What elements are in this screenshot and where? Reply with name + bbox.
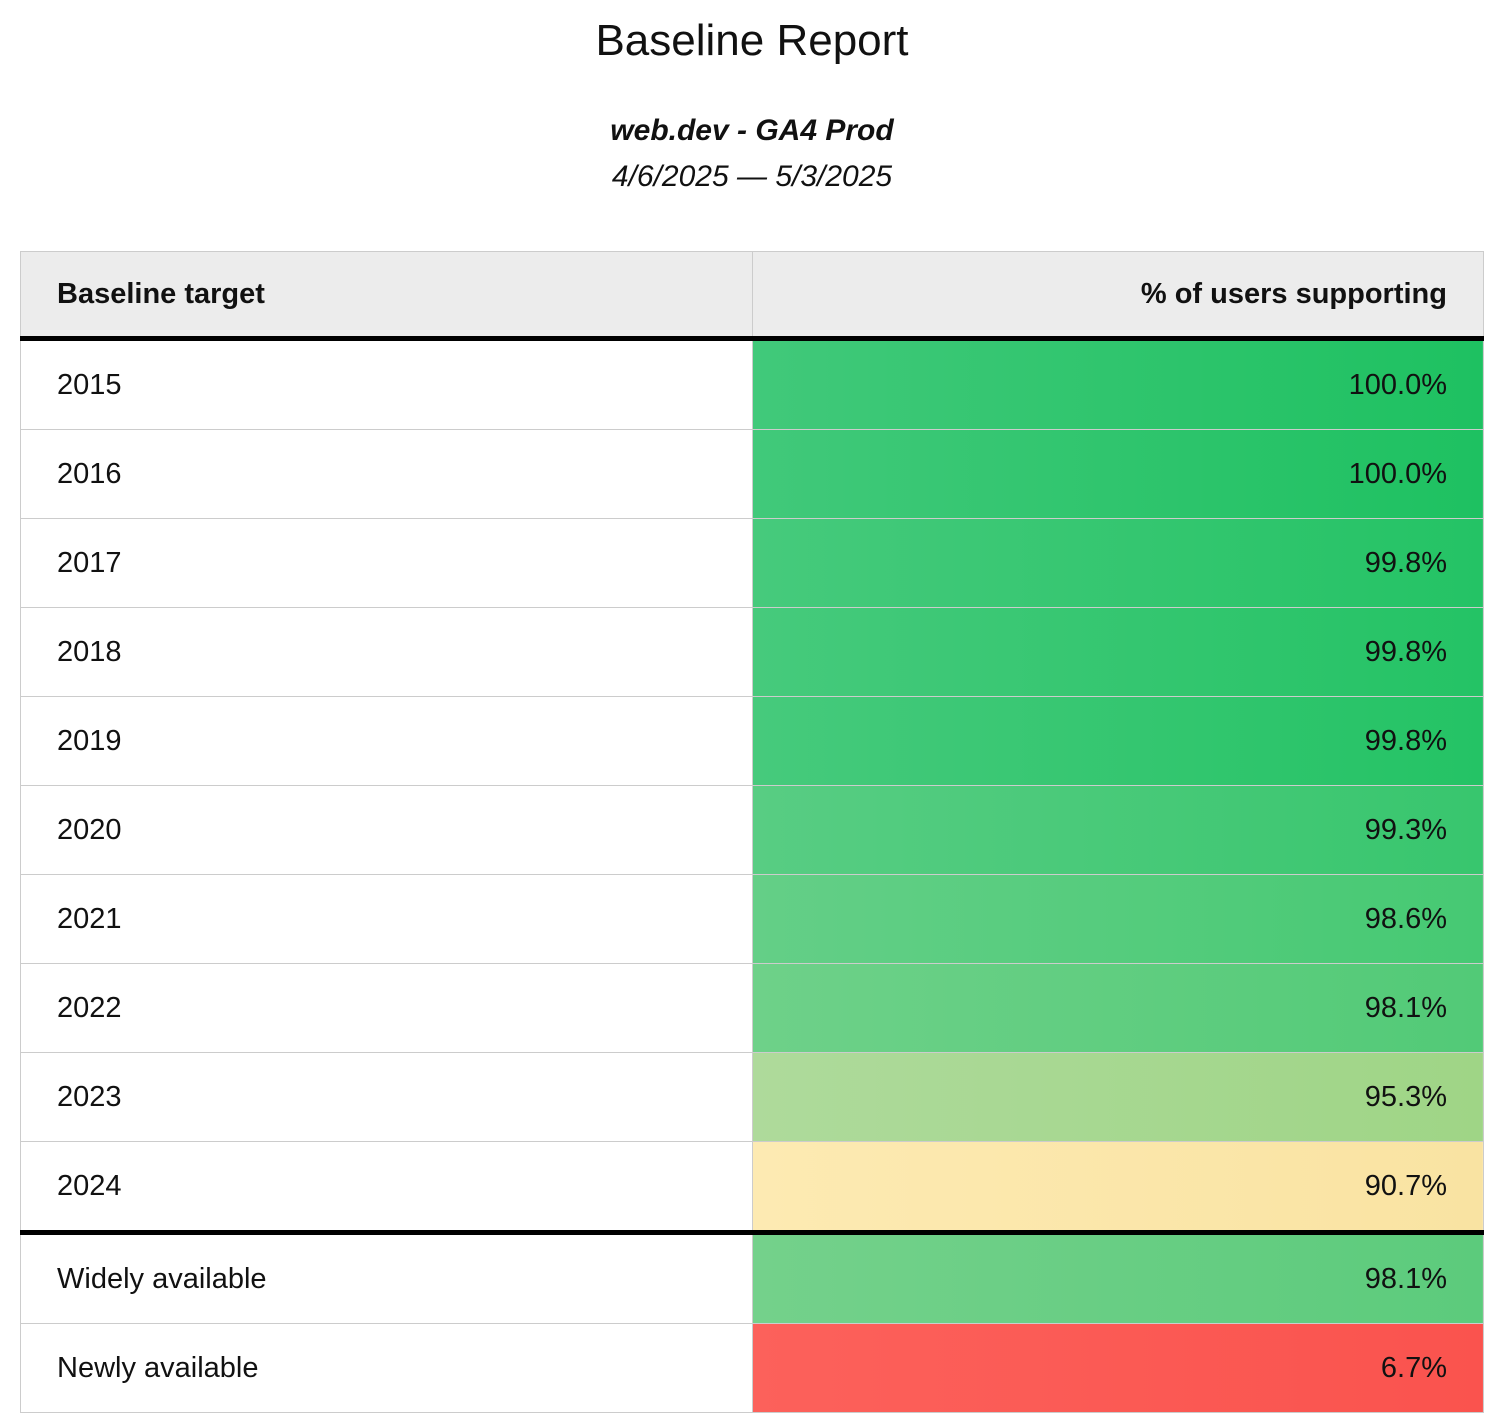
baseline-target-cell: 2017 — [20, 517, 752, 608]
table-row: 2020 99.3% — [20, 784, 1484, 875]
table-row: 2021 98.6% — [20, 873, 1484, 964]
baseline-target-cell: 2022 — [20, 962, 752, 1053]
baseline-target-cell: Widely available — [20, 1229, 752, 1324]
percent-supporting-cell: 90.7% — [751, 1140, 1484, 1233]
percent-supporting-cell: 95.3% — [751, 1051, 1484, 1142]
baseline-target-cell: 2016 — [20, 428, 752, 519]
percent-supporting-cell: 98.1% — [751, 1229, 1484, 1324]
column-header-baseline-target: Baseline target — [20, 251, 752, 341]
table-row: 2023 95.3% — [20, 1051, 1484, 1142]
percent-supporting-cell: 99.8% — [751, 695, 1484, 786]
table-header: Baseline target % of users supporting — [20, 251, 1484, 341]
baseline-target-cell: Newly available — [20, 1322, 752, 1413]
column-header-percent-supporting: % of users supporting — [751, 251, 1484, 341]
table-row: Widely available 98.1% — [20, 1229, 1484, 1324]
table-row: 2024 90.7% — [20, 1140, 1484, 1233]
percent-supporting-cell: 100.0% — [751, 428, 1484, 519]
table-row: 2019 99.8% — [20, 695, 1484, 786]
table-header-row: Baseline target % of users supporting — [20, 251, 1484, 341]
percent-supporting-cell: 99.8% — [751, 606, 1484, 697]
table-row: 2022 98.1% — [20, 962, 1484, 1053]
baseline-target-cell: 2024 — [20, 1140, 752, 1233]
page-title: Baseline Report — [595, 16, 909, 65]
baseline-target-cell: 2015 — [20, 337, 752, 430]
table-row: 2016 100.0% — [20, 428, 1484, 519]
table-body: 2015 100.0% 2016 100.0% 2017 99.8% 2018 99.8% 20… — [20, 337, 1484, 1413]
baseline-table: Baseline target % of users supporting 20… — [20, 250, 1484, 1413]
baseline-target-cell: 2023 — [20, 1051, 752, 1142]
table-row: 2017 99.8% — [20, 517, 1484, 608]
percent-supporting-cell: 6.7% — [751, 1322, 1484, 1413]
baseline-target-cell: 2021 — [20, 873, 752, 964]
baseline-target-cell: 2020 — [20, 784, 752, 875]
percent-supporting-cell: 98.6% — [751, 873, 1484, 964]
baseline-target-cell: 2019 — [20, 695, 752, 786]
percent-supporting-cell: 98.1% — [751, 962, 1484, 1053]
percent-supporting-cell: 99.3% — [751, 784, 1484, 875]
percent-supporting-cell: 99.8% — [751, 517, 1484, 608]
report-date-range: 4/6/2025 — 5/3/2025 — [611, 159, 893, 193]
table-row: 2015 100.0% — [20, 337, 1484, 430]
table-row: 2018 99.8% — [20, 606, 1484, 697]
table-row: Newly available 6.7% — [20, 1322, 1484, 1413]
baseline-target-cell: 2018 — [20, 606, 752, 697]
percent-supporting-cell: 100.0% — [751, 337, 1484, 430]
report-subtitle: web.dev - GA4 Prod — [610, 113, 894, 147]
